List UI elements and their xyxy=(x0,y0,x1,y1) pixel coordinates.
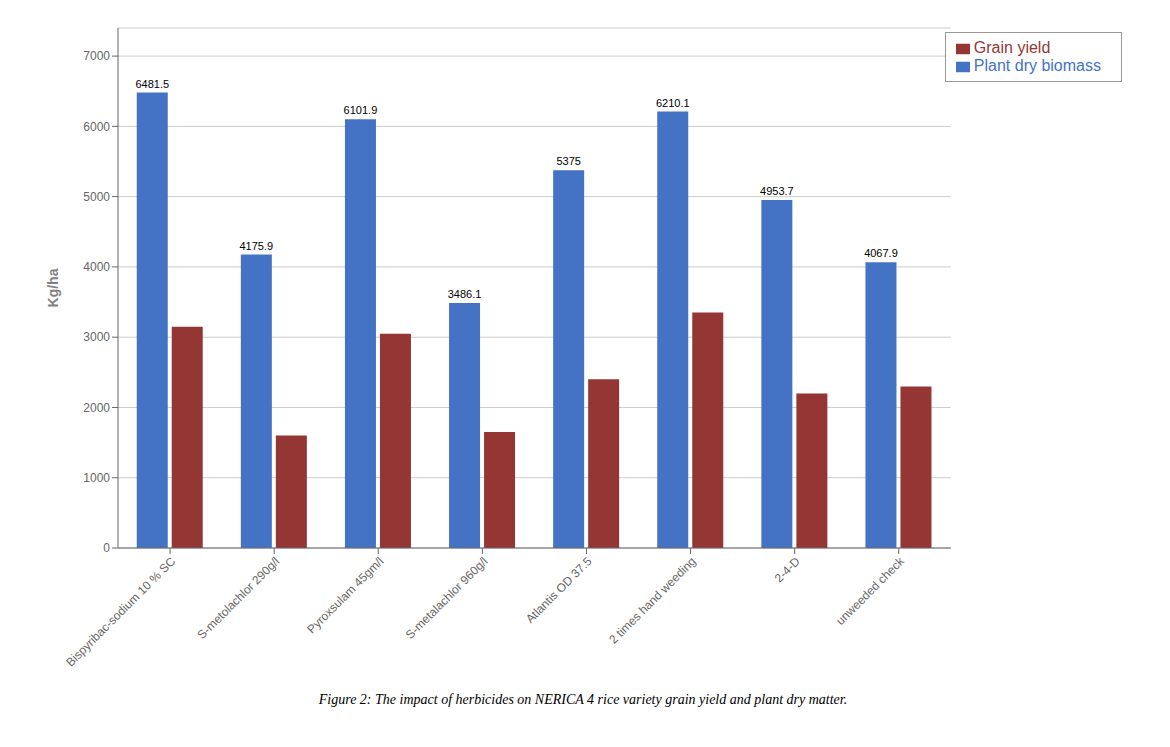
svg-text:S-metalachlor 960g/l: S-metalachlor 960g/l xyxy=(403,554,491,642)
svg-text:6210.1: 6210.1 xyxy=(656,97,690,109)
svg-text:4067.9: 4067.9 xyxy=(864,247,898,259)
svg-text:4175.9: 4175.9 xyxy=(240,240,274,252)
html-text:Plant dry biomass: Plant dry biomass xyxy=(973,57,1101,74)
svg-text:5375: 5375 xyxy=(556,155,580,167)
svg-text:Pyroxsulam 45gm/l: Pyroxsulam 45gm/l xyxy=(304,554,386,636)
svg-text:5000: 5000 xyxy=(83,190,110,204)
svg-text:3486.1: 3486.1 xyxy=(448,288,482,300)
svg-text:4953.7: 4953.7 xyxy=(760,185,794,197)
svg-text:0: 0 xyxy=(103,541,110,555)
svg-text:4000: 4000 xyxy=(83,260,110,274)
svg-text:6101.9: 6101.9 xyxy=(344,104,378,116)
svg-text:6481.5: 6481.5 xyxy=(135,78,169,90)
svg-text:2-4-D: 2-4-D xyxy=(772,554,803,585)
svg-text:2000: 2000 xyxy=(83,401,110,415)
svg-text:7000: 7000 xyxy=(83,49,110,63)
svg-text:2 times hand weeding: 2 times hand weeding xyxy=(606,554,698,646)
svg-text:unweeded check: unweeded check xyxy=(833,554,907,628)
svg-text:Bispyribac-sodium 10 % SC: Bispyribac-sodium 10 % SC xyxy=(63,554,178,669)
svg-text:S-metolachlor 290g/l: S-metolachlor 290g/l xyxy=(195,554,283,642)
svg-text:Kg/ha: Kg/ha xyxy=(45,268,61,307)
html-text:Figure 2: The impact of herbic: Figure 2: The impact of herbicides on NE… xyxy=(318,692,848,707)
svg-text:3000: 3000 xyxy=(83,330,110,344)
svg-text:1000: 1000 xyxy=(83,471,110,485)
svg-text:6000: 6000 xyxy=(83,120,110,134)
svg-text:Atlantis OD 37.5: Atlantis OD 37.5 xyxy=(523,554,595,626)
html-text:Grain yield: Grain yield xyxy=(973,39,1051,56)
